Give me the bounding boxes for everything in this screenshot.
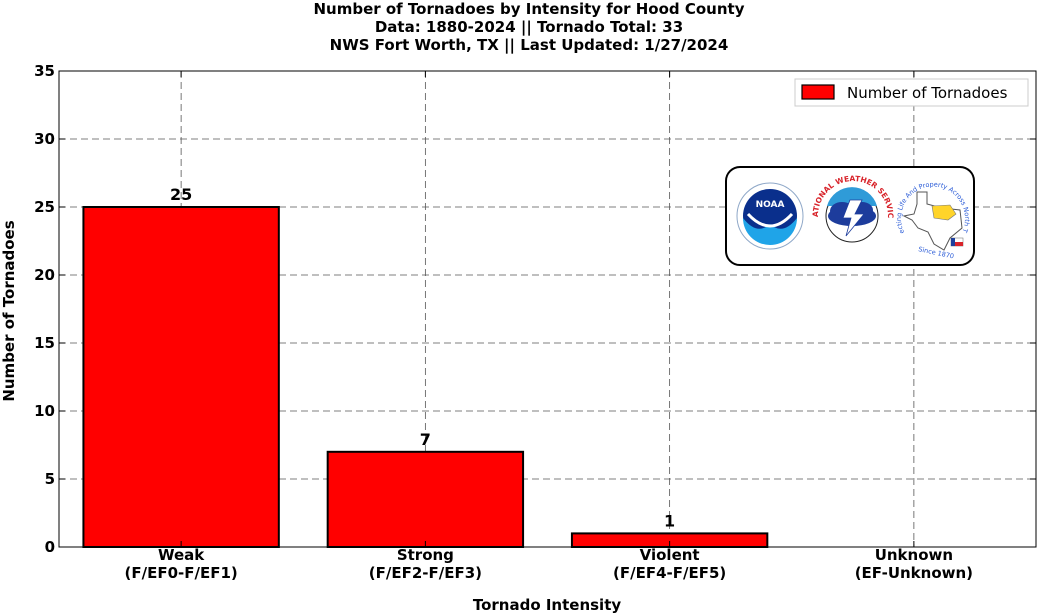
chart-title-line: Number of Tornadoes by Intensity for Hoo… (313, 0, 744, 18)
x-tick-label-line: Violent (640, 546, 700, 564)
y-axis-ticks: 0 5 10 15 20 25 30 35 (34, 62, 1036, 556)
y-axis-label: Number of Tornadoes (0, 220, 18, 401)
chart-title-line: NWS Fort Worth, TX || Last Updated: 1/27… (330, 36, 729, 55)
bars (82, 206, 769, 549)
data-label: 1 (664, 511, 675, 530)
y-tick-label: 15 (34, 334, 55, 352)
y-tick-label: 35 (34, 62, 55, 80)
data-label: 7 (420, 430, 431, 449)
legend: Number of Tornadoes (794, 78, 1029, 107)
bar (326, 450, 525, 548)
x-axis-ticks: Weak (F/EF0-F/EF1) Strong (F/EF2-F/EF3) Viol… (125, 71, 973, 582)
legend-swatch (801, 84, 835, 100)
chart-title: Number of Tornadoes by Intensity for Hoo… (313, 0, 744, 55)
x-tick-label-line: Unknown (875, 546, 953, 564)
y-tick-label: 30 (34, 130, 55, 148)
bar (82, 206, 280, 548)
x-tick-label-line: (EF-Unknown) (855, 564, 973, 582)
x-axis-label: Tornado Intensity (473, 596, 622, 614)
y-tick-label: 0 (45, 538, 55, 556)
x-tick-label-line: (F/EF2-F/EF3) (369, 564, 482, 582)
x-tick-label-line: (F/EF4-F/EF5) (613, 564, 726, 582)
x-tick-label: Unknown (EF-Unknown) (855, 546, 973, 582)
x-tick-label: Weak (F/EF0-F/EF1) (125, 546, 238, 582)
noaa-logo: NOAA (736, 182, 804, 250)
x-tick-label-line: Strong (397, 546, 454, 564)
noaa-logo-text: NOAA (756, 200, 785, 210)
x-tick-label: Strong (F/EF2-F/EF3) (369, 546, 482, 582)
legend-label: Number of Tornadoes (847, 84, 1008, 102)
x-tick-label-line: (F/EF0-F/EF1) (125, 564, 238, 582)
x-tick-label: Violent (F/EF4-F/EF5) (613, 546, 726, 582)
y-tick-label: 5 (45, 470, 55, 488)
data-labels: 25 7 1 (170, 185, 675, 530)
y-tick-label: 10 (34, 402, 55, 420)
data-label: 25 (170, 185, 192, 204)
y-tick-label: 25 (34, 198, 55, 216)
chart-title-line: Data: 1880-2024 || Tornado Total: 33 (375, 18, 683, 37)
x-tick-label-line: Weak (158, 546, 205, 564)
y-tick-label: 20 (34, 266, 55, 284)
